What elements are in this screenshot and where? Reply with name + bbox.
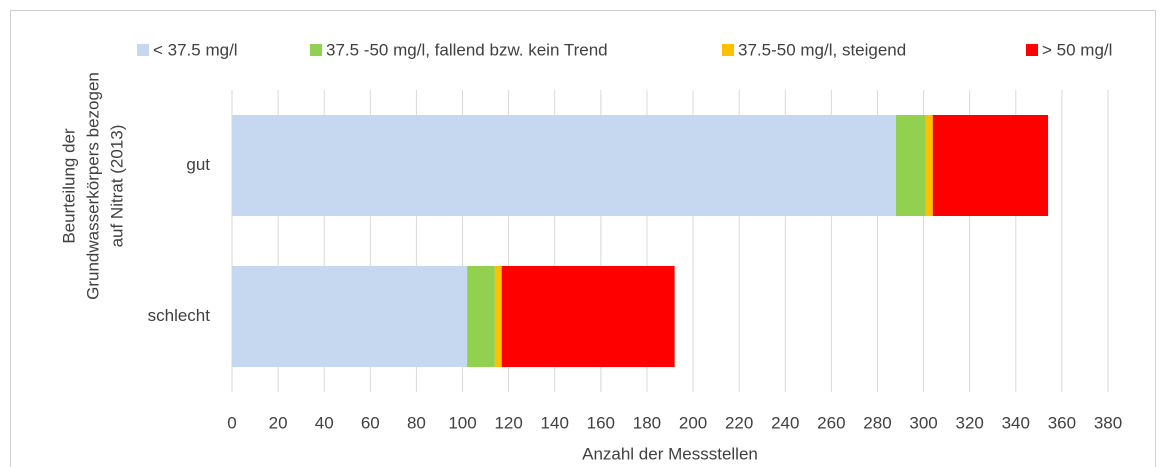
x-tick-label: 360	[1048, 413, 1076, 432]
x-tick-label: 120	[494, 413, 522, 432]
legend-label: 37.5-50 mg/l, steigend	[738, 40, 906, 59]
bar-segment	[494, 266, 502, 367]
bar-segment	[467, 266, 495, 367]
x-tick-label: 380	[1094, 413, 1122, 432]
x-tick-label: 160	[587, 413, 615, 432]
y-tick-label: gut	[186, 155, 210, 174]
x-tick-label: 20	[269, 413, 288, 432]
x-tick-label: 320	[955, 413, 983, 432]
bar-segment	[501, 266, 675, 367]
x-tick-label: 180	[633, 413, 661, 432]
x-tick-label: 300	[909, 413, 937, 432]
y-axis-label: auf Nitrat (2013)	[107, 125, 126, 248]
x-tick-label: 0	[227, 413, 236, 432]
legend-label: > 50 mg/l	[1042, 40, 1112, 59]
legend-swatch	[722, 44, 734, 56]
x-tick-label: 200	[679, 413, 707, 432]
bar-segment	[925, 115, 933, 216]
legend-swatch	[310, 44, 322, 56]
x-axis-label: Anzahl der Messstellen	[582, 444, 758, 463]
y-axis-label: Beurteilung der	[59, 128, 78, 244]
legend-swatch	[1026, 44, 1038, 56]
bar-segment	[895, 115, 926, 216]
x-tick-label: 140	[541, 413, 569, 432]
x-tick-label: 240	[771, 413, 799, 432]
bar-segment	[232, 115, 896, 216]
x-tick-label: 40	[315, 413, 334, 432]
x-tick-label: 260	[817, 413, 845, 432]
x-tick-label: 100	[448, 413, 476, 432]
legend-label: 37.5 -50 mg/l, fallend bzw. kein Trend	[326, 40, 608, 59]
bar-segment	[232, 266, 468, 367]
y-axis-label: Grundwasserkörpers bezogen	[83, 72, 102, 300]
legend-label: < 37.5 mg/l	[153, 40, 238, 59]
legend-swatch	[137, 44, 149, 56]
x-tick-label: 80	[407, 413, 426, 432]
chart-border	[10, 10, 1156, 467]
x-tick-label: 60	[361, 413, 380, 432]
x-tick-label: 220	[725, 413, 753, 432]
x-tick-label: 280	[863, 413, 891, 432]
bar-segment	[932, 115, 1049, 216]
x-tick-label: 340	[1002, 413, 1030, 432]
y-tick-label: schlecht	[148, 306, 211, 325]
